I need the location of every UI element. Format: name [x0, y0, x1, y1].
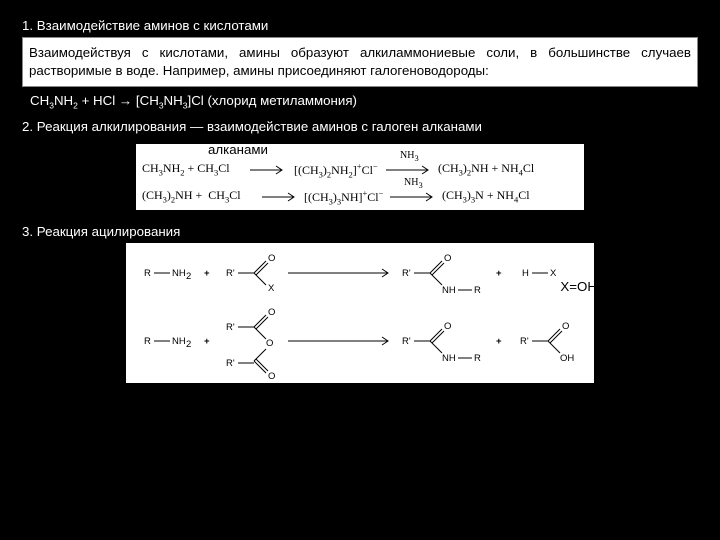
svg-text:R': R': [226, 268, 235, 279]
svg-text:+: +: [204, 268, 210, 279]
acylation-diagram: R NH2 + R' O X R' O NH R +: [126, 243, 594, 383]
slide: 1. Взаимодействие аминов с кислотами Вза…: [0, 0, 720, 540]
eq1-rhs: (CH3)2NH + NH4Cl: [438, 161, 534, 177]
eq1-lhs: CH3NH2 + CH3Cl: [142, 161, 230, 177]
eq2-lhs: (CH3)2NH + CH3Cl: [142, 188, 241, 204]
svg-text:X: X: [550, 268, 557, 279]
eq2-over: NH3: [404, 177, 423, 190]
svg-text:R': R': [226, 358, 235, 369]
svg-text:OH: OH: [560, 353, 574, 364]
section2-heading: 2. Реакция алкилирования — взаимодействи…: [22, 119, 698, 134]
svg-text:O: O: [268, 371, 275, 382]
svg-text:R': R': [402, 336, 411, 347]
svg-text:NH: NH: [442, 285, 456, 296]
svg-text:2: 2: [186, 271, 191, 282]
svg-text:O: O: [268, 307, 275, 318]
arrow-icon: [250, 165, 288, 175]
svg-text:O: O: [444, 253, 451, 264]
arrow-icon: [386, 165, 434, 175]
svg-text:2: 2: [186, 339, 191, 350]
svg-text:O: O: [562, 321, 569, 332]
section2-scheme: алканами CH3NH2 + CH3Cl [(CH3)2NH2]+Cl− …: [136, 144, 584, 210]
svg-text:O: O: [268, 253, 275, 264]
eq1-mid: [(CH3)2NH2]+Cl−: [294, 161, 378, 179]
svg-text:O: O: [266, 338, 273, 349]
svg-text:NH: NH: [442, 353, 456, 364]
eq2-mid: [(CH3)3NH]+Cl−: [304, 188, 383, 206]
section1-body: Взаимодействуя с кислотами, амины образу…: [29, 44, 691, 80]
svg-text:NH: NH: [172, 336, 186, 347]
eq1-over: NH3: [400, 150, 419, 163]
svg-text:O: O: [444, 321, 451, 332]
svg-text:R: R: [144, 336, 151, 347]
svg-text:R: R: [474, 285, 481, 296]
svg-text:+: +: [204, 336, 210, 347]
svg-text:R: R: [474, 353, 481, 364]
overlay-alkanami: алканами: [208, 142, 268, 157]
svg-text:+: +: [496, 268, 502, 279]
section3-heading: 3. Реакция ацилирования: [22, 224, 698, 239]
svg-text:R': R': [226, 322, 235, 333]
arrow-icon: [390, 192, 438, 202]
section1-textbox: Взаимодействуя с кислотами, амины образу…: [22, 37, 698, 87]
svg-text:NH: NH: [172, 268, 186, 279]
eq2-rhs: (CH3)3N + NH4Cl: [442, 188, 530, 204]
svg-text:X: X: [268, 283, 275, 294]
svg-text:H: H: [522, 268, 529, 279]
section1-reaction: CH3NH2 + HCl → [CH3NH3]Cl (хлорид метила…: [30, 93, 698, 111]
svg-text:R: R: [144, 268, 151, 279]
arrow-icon: [262, 192, 300, 202]
section1-heading: 1. Взаимодействие аминов с кислотами: [22, 18, 698, 33]
svg-text:R': R': [402, 268, 411, 279]
svg-text:+: +: [496, 336, 502, 347]
section3-scheme: X=OH R NH2 + R' O X R' O NH: [126, 243, 594, 383]
svg-text:R': R': [520, 336, 529, 347]
